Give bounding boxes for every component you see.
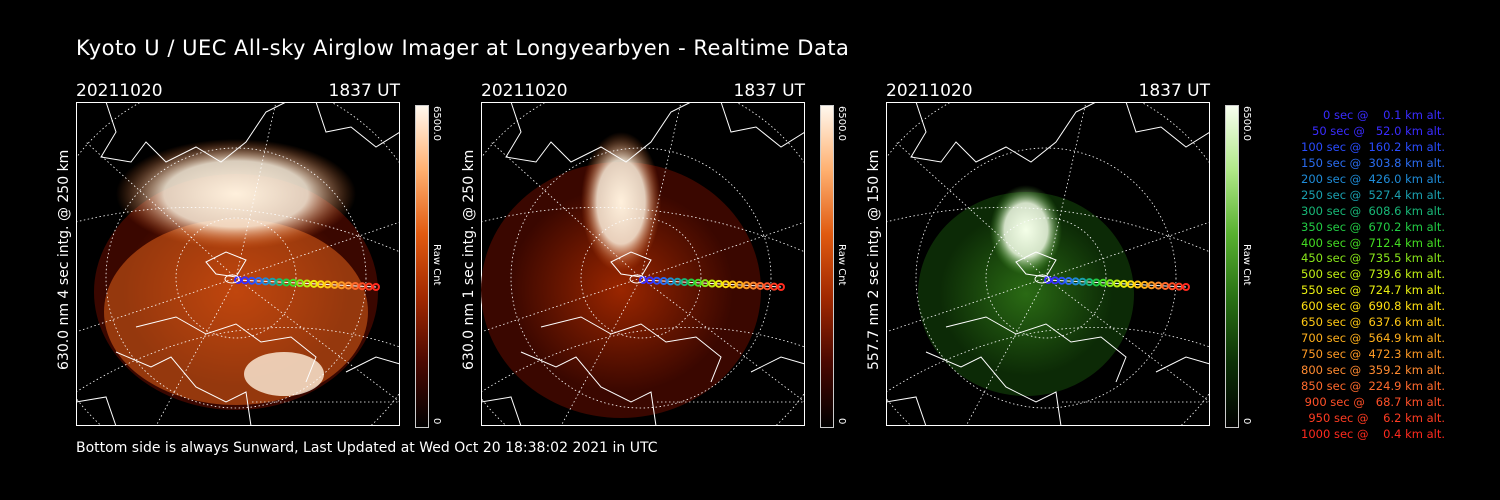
coastline [76,102,400,426]
legend-row: 750 sec @ 472.3 km alt. [1297,347,1445,362]
legend-row: 900 sec @ 68.7 km alt. [1301,394,1445,409]
legend-row: 0 sec @ 0.1 km alt. [1312,108,1445,122]
colorbar-min-label: 0 [431,418,442,425]
legend-row: 250 sec @ 527.4 km alt. [1297,187,1445,202]
legend-row: 850 sec @ 224.9 km alt. [1297,378,1445,393]
station-marker [1034,274,1050,284]
colorbar-max-label: 6500.0 [1241,106,1252,141]
allsky-image-map [76,102,400,426]
aurora-glow [581,132,661,272]
station-marker [629,274,645,284]
legend-row: 800 sec @ 359.2 km alt. [1297,363,1445,377]
legend-row: 100 sec @ 160.2 km alt. [1297,139,1445,154]
legend-row: 200 sec @ 426.0 km alt. [1297,171,1445,186]
colorbar [1225,105,1239,428]
coastline [481,102,805,426]
colorbar-unit-label: Raw Cnt [1241,244,1252,286]
colorbar [415,105,429,428]
panel-time: 1837 UT [1138,81,1211,101]
legend-row: 650 sec @ 637.6 km alt. [1297,315,1445,330]
aurora-glow [990,185,1062,275]
lat-lon-grid [481,102,805,426]
colorbar-max-label: 6500.0 [431,106,442,141]
lat-lon-grid [886,102,1210,426]
wavelength-label: 557.7 nm 2 sec intg. @ 150 km [866,149,882,370]
coastline [886,102,1210,426]
track-point [1182,283,1190,291]
allsky-image-map [886,102,1210,426]
colorbar-min-label: 0 [1241,418,1252,425]
panel-time: 1837 UT [733,81,806,101]
airglow-panel-630nm-4sec: 20211020 1837 UT 630.0 nm 4 sec intg. @ … [56,80,476,440]
track-point [777,283,785,291]
legend-row: 550 sec @ 724.7 km alt. [1297,283,1445,298]
colorbar-unit-label: Raw Cnt [431,244,442,286]
panel-time: 1837 UT [328,81,401,101]
airglow-disc [481,162,761,418]
colorbar-unit-label: Raw Cnt [836,244,847,286]
panel-date: 20211020 [481,81,568,101]
lat-lon-grid [76,102,400,426]
legend-row: 350 sec @ 670.2 km alt. [1297,219,1445,234]
aurora-glow [116,139,356,249]
legend-row: 150 sec @ 303.8 km alt. [1297,155,1445,170]
colorbar-max-label: 6500.0 [836,106,847,141]
airglow-disc [918,192,1134,396]
panel-date: 20211020 [76,81,163,101]
legend-row: 700 sec @ 564.9 km alt. [1297,331,1445,346]
legend-row: 600 sec @ 690.8 km alt. [1297,299,1445,314]
wavelength-label: 630.0 nm 4 sec intg. @ 250 km [56,149,72,370]
panel-date: 20211020 [886,81,973,101]
airglow-panel-557nm-2sec: 20211020 1837 UT 557.7 nm 2 sec intg. @ … [866,80,1286,440]
colorbar [820,105,834,428]
legend-row: 300 sec @ 608.6 km alt. [1297,203,1445,218]
legend-row: 1000 sec @ 0.4 km alt. [1301,426,1445,441]
legend-row: 950 sec @ 6.2 km alt. [1304,410,1445,425]
altitude-time-legend: 0 sec @ 0.1 km alt. 50 sec @ 52.0 km alt… [1255,108,1445,443]
legend-row: 450 sec @ 735.5 km alt. [1297,251,1445,266]
legend-row: 400 sec @ 712.4 km alt. [1297,235,1445,250]
station-marker [224,274,240,284]
allsky-image-map [481,102,805,426]
footer-note: Bottom side is always Sunward, Last Upda… [76,440,658,456]
colorbar-min-label: 0 [836,418,847,425]
track-point [372,283,380,291]
page-title: Kyoto U / UEC All-sky Airglow Imager at … [76,36,850,60]
aurora-glow-lobe [244,352,324,396]
airglow-panel-630nm-1sec: 20211020 1837 UT 630.0 nm 1 sec intg. @ … [461,80,881,440]
legend-row: 50 sec @ 52.0 km alt. [1304,123,1445,138]
satellite-track [639,276,785,291]
legend-row: 500 sec @ 739.6 km alt. [1297,267,1445,282]
wavelength-label: 630.0 nm 1 sec intg. @ 250 km [461,149,477,370]
satellite-track [1044,276,1190,291]
